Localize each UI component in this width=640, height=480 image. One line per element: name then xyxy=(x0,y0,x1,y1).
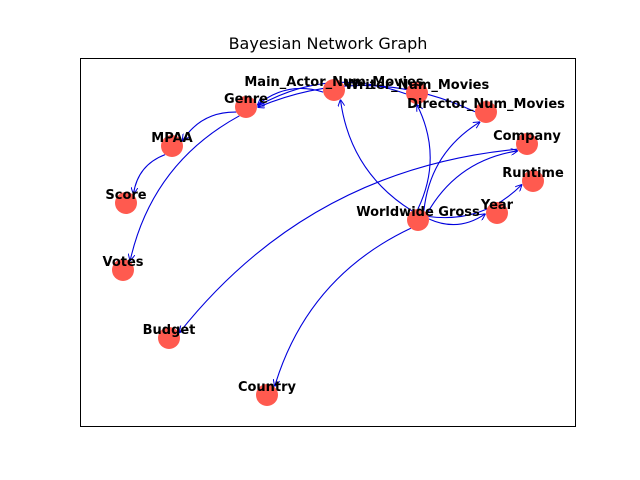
edges-layer xyxy=(130,81,521,386)
node-label-writer: Writer_Num_Movies xyxy=(345,78,490,93)
node-label-worldwide-gross: Worldwide Gross xyxy=(356,205,480,220)
node-director xyxy=(475,101,497,123)
edge-worldwide-gross-to-director xyxy=(423,122,480,211)
node-label-company: Company xyxy=(493,129,561,144)
edge-worldwide-gross-to-year xyxy=(428,214,485,226)
node-label-score: Score xyxy=(105,188,146,203)
node-label-genre: Genre xyxy=(224,92,268,107)
edge-worldwide-gross-to-country xyxy=(275,227,412,386)
edge-worldwide-gross-to-writer xyxy=(417,105,431,210)
edge-worldwide-gross-to-runtime xyxy=(428,185,521,219)
edge-worldwide-gross-to-company xyxy=(426,151,517,214)
node-company xyxy=(516,133,538,155)
node-genre xyxy=(235,96,257,118)
node-label-runtime: Runtime xyxy=(502,166,564,181)
edge-worldwide-gross-to-main-actor xyxy=(341,100,413,212)
edge-director-to-genre xyxy=(258,84,476,113)
node-label-budget: Budget xyxy=(143,323,196,338)
node-year xyxy=(486,202,508,224)
plot-frame xyxy=(80,58,576,427)
node-label-votes: Votes xyxy=(102,255,143,270)
node-votes xyxy=(112,259,134,281)
node-label-director: Director_Num_Movies xyxy=(407,97,565,112)
node-label-main-actor: Main_Actor_Num_Movies xyxy=(244,75,424,90)
node-label-country: Country xyxy=(238,380,297,395)
edge-mpaa-to-score xyxy=(134,154,166,194)
node-mpaa xyxy=(161,135,183,157)
node-runtime xyxy=(522,170,544,192)
node-main-actor xyxy=(323,79,345,101)
edge-genre-to-votes xyxy=(130,115,240,261)
edge-genre-to-mpaa xyxy=(183,111,237,140)
node-writer xyxy=(406,82,428,104)
node-country xyxy=(256,384,278,406)
nodes-layer xyxy=(112,79,544,406)
node-score xyxy=(115,192,137,214)
chart-title: Bayesian Network Graph xyxy=(229,34,428,53)
node-label-mpaa: MPAA xyxy=(151,131,192,146)
edge-company-to-budget xyxy=(180,148,518,332)
node-label-year: Year xyxy=(480,198,514,213)
node-worldwide-gross xyxy=(407,209,429,231)
node-budget xyxy=(158,327,180,349)
